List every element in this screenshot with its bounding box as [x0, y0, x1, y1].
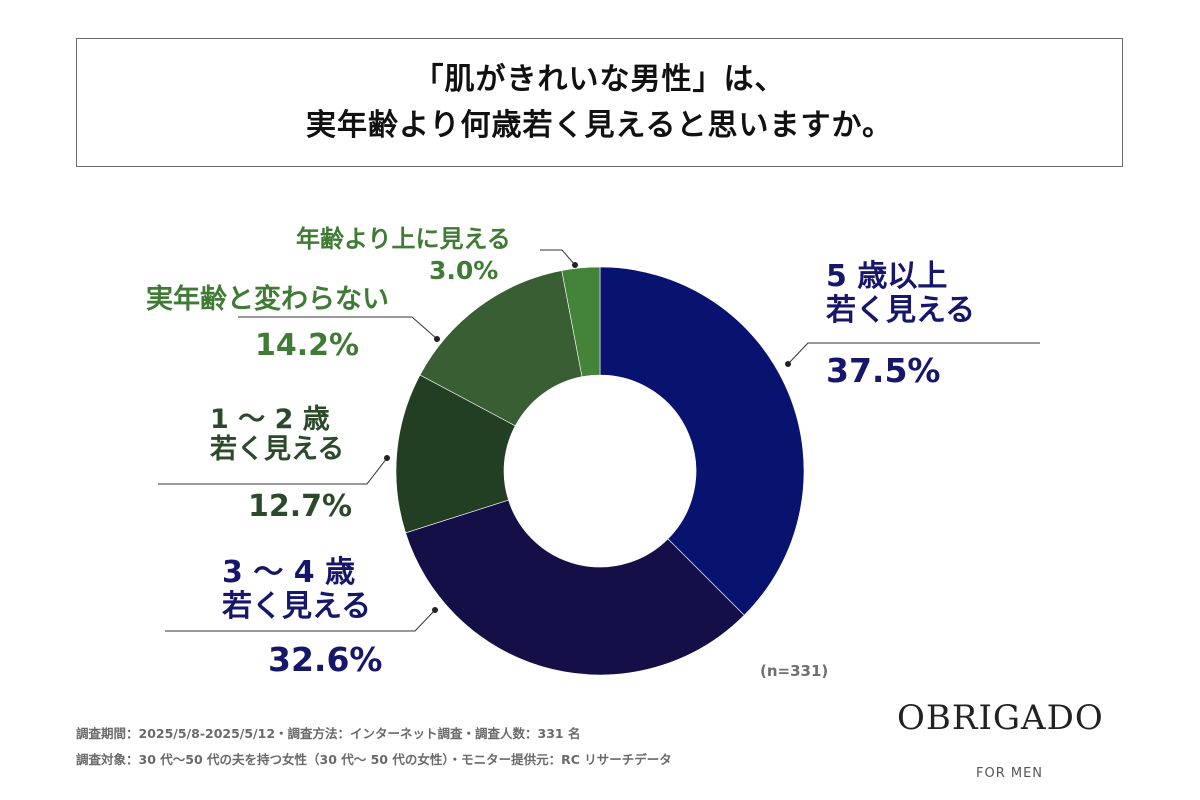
label-5plus-line1: 5 歳以上 — [826, 259, 948, 294]
label-same: 実年齢と変わらない — [146, 284, 389, 315]
label-5plus-line2: 若く見える — [826, 292, 976, 328]
label-3to4-line1: 3 ～ 4 歳 — [222, 555, 356, 590]
brand-tagline: FOR MEN — [976, 766, 1044, 781]
label-5plus: 5 歳以上 若く見える — [826, 260, 975, 327]
brand-logo: OBRIGADO — [897, 698, 1104, 738]
value-5plus: 37.5% — [826, 351, 941, 390]
value-3to4: 32.6% — [268, 640, 383, 679]
slice-5plus — [599, 266, 805, 616]
label-3to4-line2: 若く見える — [222, 588, 372, 624]
leader-3to4-dot — [432, 607, 438, 613]
leader-5plus — [787, 342, 1040, 365]
leader-same — [238, 316, 438, 340]
sample-size-note: (n=331) — [760, 662, 829, 680]
label-1to2-line1: 1 ～ 2 歳 — [210, 404, 330, 435]
chart-title-line-1: 「肌がきれいな男性」は、 — [413, 61, 786, 97]
leader-1to2 — [158, 457, 388, 485]
slice-same — [419, 270, 583, 427]
leader-older-dot — [572, 262, 578, 268]
value-same: 14.2% — [255, 328, 360, 363]
label-1to2-line2: 若く見える — [210, 434, 345, 466]
slice-older — [561, 266, 601, 378]
value-older: 3.0% — [429, 256, 499, 285]
chart-title-line-2: 実年齢より何歳若く見えると思いますか。 — [306, 107, 893, 143]
survey-info-line-2: 調査対象：30 代～50 代の夫を持つ女性（30 代～ 50 代の女性）・モニタ… — [76, 752, 672, 767]
value-1to2: 12.7% — [248, 489, 353, 524]
leader-5plus-dot — [785, 361, 791, 367]
survey-info-line-1: 調査期間：2025/5/8-2025/5/12・調査方法：インターネット調査・調… — [76, 726, 581, 741]
label-older: 年齢より上に見える — [296, 225, 511, 253]
leader-3to4 — [165, 609, 436, 632]
leader-older — [540, 249, 576, 266]
title-box: 「肌がきれいな男性」は、 実年齢より何歳若く見えると思いますか。 — [76, 38, 1123, 167]
leader-same-dot — [434, 336, 440, 342]
leader-1to2-dot — [384, 455, 390, 461]
label-1to2: 1 ～ 2 歳 若く見える — [210, 404, 345, 466]
label-3to4: 3 ～ 4 歳 若く見える — [222, 556, 371, 623]
slice-3to4 — [405, 499, 745, 676]
